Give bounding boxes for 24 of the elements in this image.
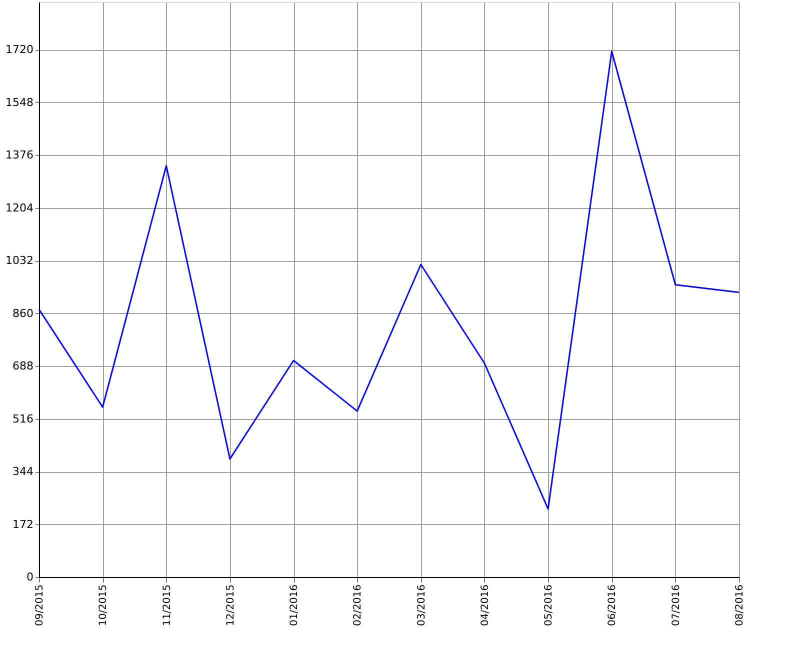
x-tick-label: 06/2016 <box>607 584 618 626</box>
x-tick-label: 11/2015 <box>162 584 173 626</box>
y-tick-label: 0 <box>26 570 34 584</box>
y-tick-label: 1376 <box>6 148 34 162</box>
x-tick-label: 08/2016 <box>734 584 746 626</box>
y-tick-label: 1204 <box>6 201 34 214</box>
y-tick-label: 1032 <box>6 254 34 268</box>
x-tick-label: 03/2016 <box>416 584 428 626</box>
x-tick-label: 12/2015 <box>225 584 236 626</box>
x-tick-label: 04/2016 <box>480 584 491 626</box>
x-tick-label: 10/2015 <box>98 584 110 626</box>
x-tick-label: 09/2015 <box>34 584 46 626</box>
y-tick-label: 516 <box>12 412 34 426</box>
x-tick-label: 07/2016 <box>670 584 682 626</box>
line-series <box>38 50 740 510</box>
y-tick-label: 688 <box>12 360 34 373</box>
x-tick-label: 05/2016 <box>544 584 555 626</box>
y-tick-label: 344 <box>12 465 34 478</box>
y-tick-label: 1720 <box>6 43 34 56</box>
x-tick-label: 02/2016 <box>352 584 364 626</box>
y-tick-label: 1548 <box>6 96 34 109</box>
y-tick-label: 860 <box>12 306 34 320</box>
x-tick-label: 01/2016 <box>289 584 300 626</box>
y-tick-label: 172 <box>12 518 34 531</box>
